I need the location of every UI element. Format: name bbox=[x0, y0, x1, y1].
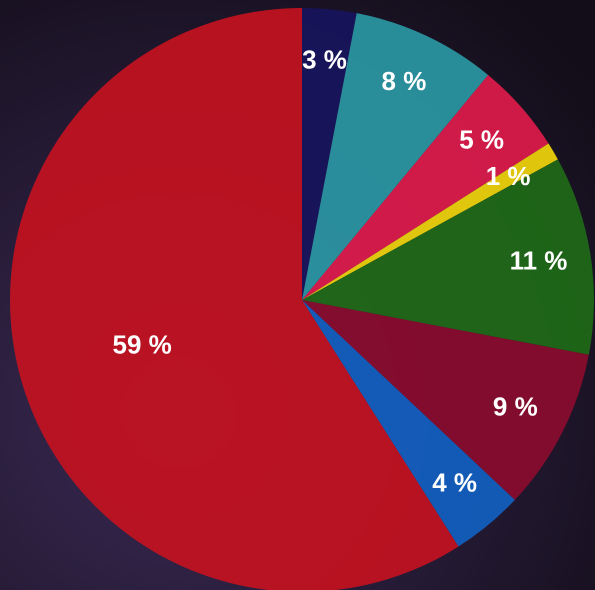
data-label: 11 % bbox=[510, 245, 568, 275]
pie-slice bbox=[302, 300, 589, 500]
data-label: 1 % bbox=[486, 161, 531, 191]
pie-slice bbox=[302, 143, 558, 300]
data-label: 8 % bbox=[382, 66, 427, 96]
pie-slice bbox=[302, 8, 357, 300]
pie-slice bbox=[10, 8, 459, 590]
pie-slice bbox=[302, 159, 594, 355]
pie-slice bbox=[302, 75, 549, 300]
data-label: 9 % bbox=[493, 392, 538, 422]
data-label: 59 % bbox=[113, 329, 172, 359]
data-label: 4 % bbox=[432, 467, 477, 497]
pie: 3 % 8 % 5 % 1 % 11 % 9 % 4 % 59 % bbox=[10, 8, 594, 590]
data-label: 5 % bbox=[459, 125, 504, 155]
pie-slice bbox=[302, 13, 489, 301]
pie-slice bbox=[302, 300, 515, 547]
data-label: 3 % bbox=[302, 44, 347, 74]
